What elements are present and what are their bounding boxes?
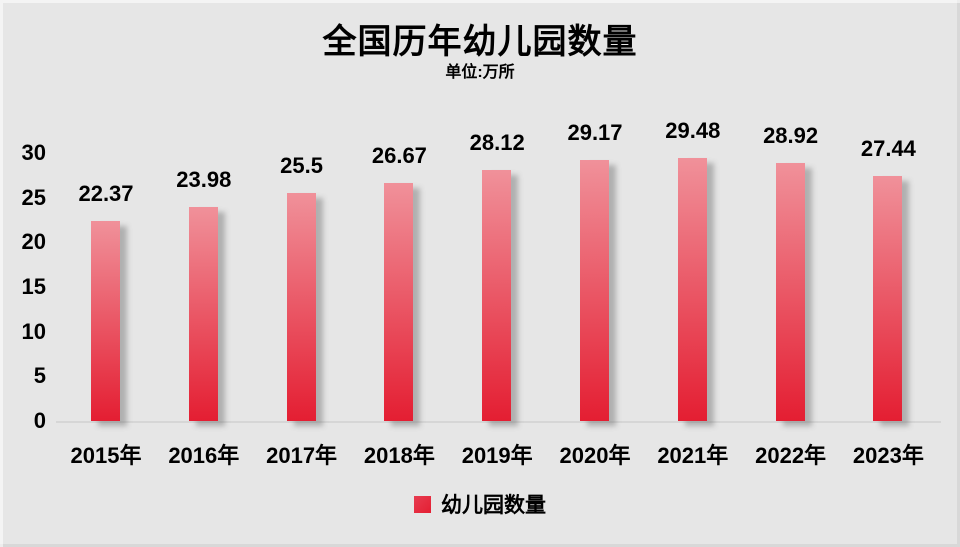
bar-value-label: 28.12 bbox=[469, 129, 525, 155]
bar-value-label: 29.17 bbox=[567, 120, 623, 146]
y-axis-tick-label: 30 bbox=[21, 140, 46, 165]
y-axis-tick-label: 20 bbox=[21, 229, 46, 255]
bar bbox=[482, 169, 512, 421]
legend-swatch-icon bbox=[414, 495, 431, 513]
legend: 幼儿园数量 bbox=[0, 489, 960, 519]
y-axis-tick-label: 10 bbox=[21, 318, 46, 344]
x-axis-category-label: 2016年 bbox=[168, 443, 240, 468]
x-axis-category-label: 2020年 bbox=[559, 443, 631, 468]
x-axis-line bbox=[56, 421, 941, 423]
legend-label: 幼儿园数量 bbox=[441, 494, 546, 517]
x-axis-category-label: 2015年 bbox=[70, 443, 142, 468]
bar-value-label: 26.67 bbox=[371, 142, 427, 168]
bar-value-label: 23.98 bbox=[176, 166, 232, 192]
bar bbox=[286, 193, 316, 421]
y-axis-tick-label: 25 bbox=[21, 184, 46, 210]
bar bbox=[873, 175, 903, 421]
y-axis-tick-label: 15 bbox=[21, 274, 46, 299]
bar bbox=[677, 157, 707, 421]
bar bbox=[384, 182, 414, 421]
bar bbox=[188, 206, 218, 421]
y-axis-tick-label: 0 bbox=[33, 408, 46, 433]
bar-value-label: 28.92 bbox=[763, 122, 819, 148]
bar-value-label: 25.5 bbox=[280, 153, 323, 179]
bar-value-label: 27.44 bbox=[860, 135, 916, 161]
x-axis-category-label: 2023年 bbox=[852, 443, 924, 468]
x-axis-category-label: 2022年 bbox=[755, 443, 827, 468]
bar bbox=[580, 160, 609, 421]
bar bbox=[775, 162, 805, 421]
bar-value-label: 29.48 bbox=[665, 117, 721, 143]
x-axis-category-label: 2021年 bbox=[657, 443, 729, 468]
x-axis-category-label: 2017年 bbox=[266, 443, 338, 468]
chart-title: 全国历年幼儿园数量 bbox=[322, 23, 638, 61]
x-axis-category-label: 2019年 bbox=[461, 443, 533, 468]
y-axis-tick-label: 5 bbox=[33, 363, 46, 389]
bar-value-label: 22.37 bbox=[78, 181, 134, 207]
x-axis-category-label: 2018年 bbox=[363, 443, 435, 468]
chart-unit-subtitle: 单位:万所 bbox=[445, 64, 515, 81]
bar bbox=[91, 221, 120, 421]
